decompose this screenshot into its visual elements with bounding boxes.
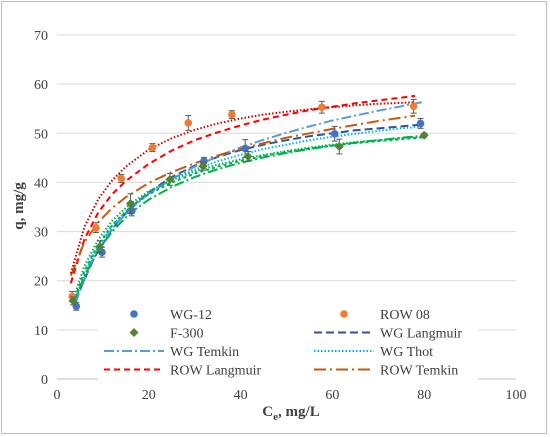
data-point-f-300 [95, 242, 105, 252]
x-tick-label-40: 40 [234, 388, 248, 403]
fit-line-unlabeled-5 [69, 101, 416, 274]
y-tick-label-60: 60 [34, 78, 48, 93]
y-tick-label-10: 10 [34, 324, 48, 339]
fit-line-row-langmuir [69, 94, 416, 284]
x-axis-title-main: C [262, 404, 273, 420]
data-point-f-300 [334, 142, 344, 152]
legend-label-wg-langmuir: WG Langmuir [380, 327, 462, 342]
data-point-wg-12 [416, 119, 425, 128]
x-tick-label-100: 100 [506, 388, 527, 403]
fit-line-wg-temkin [74, 100, 425, 304]
x-tick-label-80: 80 [417, 388, 431, 403]
fit-line-unlabeled-8 [72, 134, 425, 306]
data-point-row-08 [92, 223, 100, 232]
data-points [68, 98, 429, 311]
legend: WG-12 ROW 08 F-300 WG Langmuir WG Temkin WG T… [98, 304, 478, 380]
legend-marker-f-300 [129, 328, 139, 337]
data-point-f-300 [198, 161, 208, 171]
data-point-f-300 [125, 199, 135, 209]
fit-line-row-temkin [69, 114, 416, 277]
data-point-wg-12 [128, 207, 136, 215]
x-axis-title-subscript: e [273, 411, 278, 423]
y-tick-label-20: 20 [34, 275, 48, 290]
x-axis-title-suffix: , mg/L [278, 404, 320, 420]
legend-label-wg-12: WG-12 [170, 308, 212, 323]
data-point-row-08 [148, 143, 157, 152]
legend-label-row-08: ROW 08 [380, 308, 430, 323]
data-point-f-300 [68, 296, 78, 306]
legend-box [98, 304, 478, 380]
y-axis-title: q, mg/g [11, 182, 27, 230]
legend-marker-row-08 [340, 310, 348, 318]
fit-lines [69, 94, 425, 306]
legend-label-row-langmuir: ROW Langmuir [170, 364, 261, 379]
y-tick-label-50: 50 [34, 127, 48, 142]
x-tick-label-20: 20 [142, 388, 156, 403]
y-tick-label-0: 0 [41, 373, 48, 388]
data-point-row-08 [228, 110, 236, 119]
data-point-row-08 [409, 102, 418, 111]
data-point-row-08 [117, 174, 126, 183]
x-axis: 0 20 40 60 80 100 [54, 378, 527, 403]
x-axis-title: Ce, mg/L [262, 404, 319, 423]
data-point-row-08 [184, 119, 193, 127]
y-axis: 0 10 20 30 40 50 60 70 [34, 29, 48, 388]
gridlines [57, 34, 516, 331]
fit-line-unlabeled-6 [72, 136, 425, 304]
data-point-wg-12 [330, 129, 339, 138]
y-tick-label-40: 40 [34, 176, 48, 191]
data-point-row-08 [318, 103, 326, 112]
data-point-f-300 [243, 151, 253, 161]
fit-line-unlabeled-7 [72, 135, 425, 300]
x-tick-label-60: 60 [325, 388, 339, 403]
legend-label-f-300: F-300 [170, 327, 203, 342]
x-tick-label-0: 0 [54, 388, 61, 403]
y-tick-label-30: 30 [34, 226, 48, 241]
data-point-f-300 [419, 130, 429, 140]
legend-label-wg-temkin: WG Temkin [170, 345, 239, 360]
y-tick-label-70: 70 [34, 29, 48, 44]
legend-label-wg-thot: WG Thot [380, 345, 433, 360]
data-point-wg-12 [241, 144, 249, 153]
legend-marker-wg-12 [130, 310, 138, 318]
data-point-f-300 [165, 174, 175, 184]
fit-line-wg-langmuir [74, 123, 425, 301]
legend-label-row-temkin: ROW Temkin [380, 364, 458, 379]
